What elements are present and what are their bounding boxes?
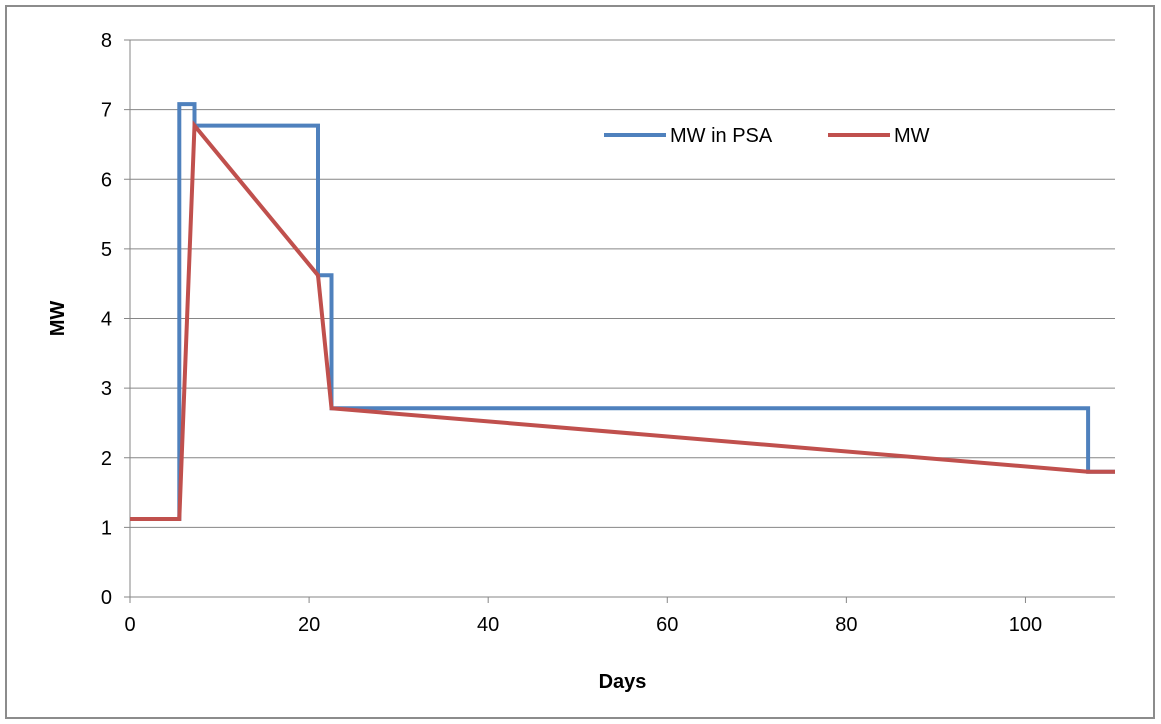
y-tick-label-3: 3 [101, 378, 112, 400]
series-lines [130, 102, 1115, 521]
x-tick-label-100: 100 [1009, 614, 1042, 636]
series-line-2 [130, 120, 1115, 521]
legend-label-2: MW [894, 125, 930, 147]
x-tick-label-80: 80 [835, 614, 857, 636]
y-axis-title: MW [47, 301, 69, 337]
y-tick-label-8: 8 [101, 30, 112, 52]
y-tick-label-6: 6 [101, 169, 112, 191]
y-tick-label-2: 2 [101, 448, 112, 470]
legend-label-1: MW in PSA [670, 125, 773, 147]
x-tick-label-20: 20 [298, 614, 320, 636]
axes [124, 39, 1115, 603]
y-tick-label-4: 4 [101, 309, 112, 331]
x-tick-label-0: 0 [124, 614, 135, 636]
x-axis-title: Days [599, 671, 647, 693]
y-tick-label-0: 0 [101, 587, 112, 609]
series-line-1 [130, 102, 1115, 521]
y-tick-label-7: 7 [101, 100, 112, 122]
y-tick-label-5: 5 [101, 239, 112, 261]
gridlines [130, 39, 1115, 528]
x-tick-label-40: 40 [477, 614, 499, 636]
legend: MW in PSA MW [604, 125, 930, 147]
x-tick-label-60: 60 [656, 614, 678, 636]
y-tick-label-1: 1 [101, 517, 112, 539]
